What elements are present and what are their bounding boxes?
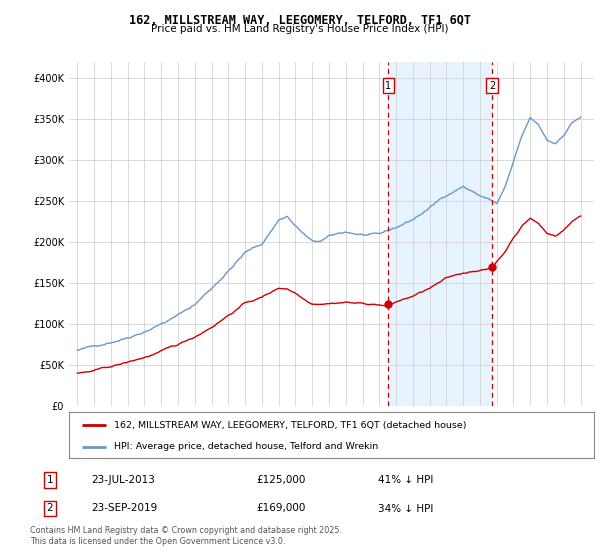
Text: 1: 1 [46,475,53,485]
Text: 162, MILLSTREAM WAY, LEEGOMERY, TELFORD, TF1 6QT: 162, MILLSTREAM WAY, LEEGOMERY, TELFORD,… [129,14,471,27]
Text: HPI: Average price, detached house, Telford and Wrekin: HPI: Average price, detached house, Telf… [113,442,378,451]
Text: Contains HM Land Registry data © Crown copyright and database right 2025.
This d: Contains HM Land Registry data © Crown c… [30,526,342,546]
Text: 41% ↓ HPI: 41% ↓ HPI [378,475,434,485]
Text: 162, MILLSTREAM WAY, LEEGOMERY, TELFORD, TF1 6QT (detached house): 162, MILLSTREAM WAY, LEEGOMERY, TELFORD,… [113,421,466,430]
Text: 1: 1 [385,81,391,91]
Text: £169,000: £169,000 [257,503,306,514]
Bar [388,62,492,406]
Text: 23-JUL-2013: 23-JUL-2013 [91,475,155,485]
Text: 34% ↓ HPI: 34% ↓ HPI [378,503,434,514]
Text: 23-SEP-2019: 23-SEP-2019 [91,503,157,514]
Text: Price paid vs. HM Land Registry's House Price Index (HPI): Price paid vs. HM Land Registry's House … [151,24,449,34]
Text: 2: 2 [489,81,495,91]
Text: 2: 2 [46,503,53,514]
Text: £125,000: £125,000 [257,475,306,485]
